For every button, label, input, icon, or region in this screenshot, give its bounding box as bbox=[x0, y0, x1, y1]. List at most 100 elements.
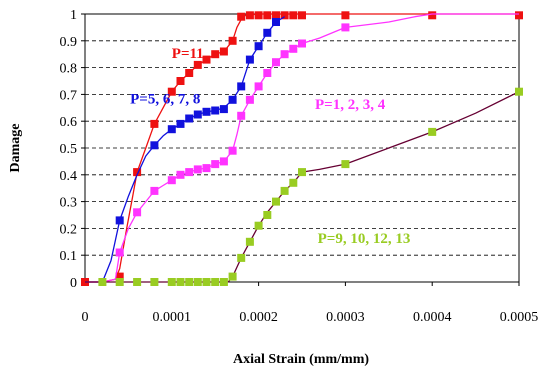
series-2 bbox=[85, 16, 285, 283]
data-point bbox=[280, 50, 289, 59]
y-tick-label: 0.2 bbox=[60, 222, 78, 237]
data-point bbox=[245, 95, 254, 104]
y-tick-label: 0.6 bbox=[60, 115, 78, 130]
x-tick-label: 0.0005 bbox=[500, 310, 539, 325]
axes bbox=[81, 13, 520, 286]
x-tick-label: 0.0004 bbox=[413, 310, 452, 325]
data-point bbox=[228, 36, 237, 45]
data-point bbox=[237, 82, 246, 91]
data-point bbox=[150, 141, 159, 150]
data-point bbox=[150, 278, 159, 286]
y-tick-label: 0 bbox=[70, 276, 77, 291]
data-point bbox=[298, 168, 306, 177]
data-point bbox=[176, 170, 185, 179]
data-point bbox=[211, 50, 220, 59]
data-point bbox=[193, 278, 202, 286]
x-tick-label: 0.0002 bbox=[239, 310, 278, 325]
data-point bbox=[115, 248, 124, 257]
series bbox=[81, 11, 523, 286]
series-1 bbox=[81, 11, 523, 286]
data-point bbox=[515, 87, 523, 96]
data-point bbox=[193, 110, 202, 119]
data-point bbox=[341, 23, 350, 32]
data-point bbox=[289, 44, 298, 53]
data-point bbox=[115, 278, 124, 286]
data-point bbox=[254, 82, 263, 91]
data-point bbox=[237, 111, 246, 120]
data-point bbox=[280, 11, 289, 20]
series-annotation: P=1, 2, 3, 4 bbox=[315, 97, 386, 113]
data-point bbox=[219, 47, 228, 56]
data-point bbox=[133, 278, 142, 286]
data-point bbox=[167, 125, 176, 134]
series-annotation: P=5, 6, 7, 8 bbox=[130, 91, 200, 107]
data-point bbox=[263, 69, 272, 77]
x-tick-label: 0 bbox=[82, 310, 89, 325]
data-point bbox=[115, 272, 124, 281]
data-point bbox=[272, 18, 280, 26]
series-3 bbox=[85, 13, 519, 283]
data-point bbox=[211, 160, 220, 169]
series-line bbox=[85, 91, 520, 283]
x-axis-title: Axial Strain (mm/mm) bbox=[233, 352, 369, 367]
data-point bbox=[237, 12, 246, 21]
y-axis-title: Damage bbox=[8, 124, 23, 173]
data-point bbox=[341, 11, 350, 20]
y-tick-label: 0.5 bbox=[60, 142, 78, 157]
data-point bbox=[254, 42, 263, 51]
data-point bbox=[219, 157, 228, 166]
data-point bbox=[176, 119, 185, 128]
data-point bbox=[176, 77, 185, 85]
data-point bbox=[254, 11, 263, 20]
data-point bbox=[185, 168, 194, 177]
data-point bbox=[515, 11, 523, 20]
data-point bbox=[428, 127, 437, 136]
data-point bbox=[150, 186, 159, 195]
data-point bbox=[298, 11, 306, 20]
data-point bbox=[245, 55, 254, 64]
data-point bbox=[272, 58, 280, 67]
data-point bbox=[167, 176, 176, 185]
data-point bbox=[428, 11, 437, 20]
tick-labels: 0 0.1 0.2 0.3 0.4 0.5 0.6 0.7 0.8 0.9 1 0 0.0001 0.00… bbox=[60, 8, 539, 325]
y-tick-label: 0.7 bbox=[60, 88, 78, 103]
x-tick-label: 0.0003 bbox=[326, 310, 365, 325]
data-point bbox=[280, 186, 289, 195]
y-tick-label: 0.1 bbox=[60, 249, 78, 264]
data-point bbox=[228, 146, 237, 155]
data-point bbox=[202, 278, 211, 286]
data-point bbox=[98, 278, 107, 286]
data-point bbox=[202, 164, 211, 173]
data-point bbox=[211, 278, 220, 286]
data-point bbox=[289, 11, 298, 20]
data-point bbox=[245, 237, 254, 246]
data-point bbox=[219, 105, 228, 114]
data-point bbox=[202, 55, 211, 64]
x-tick-label: 0.0001 bbox=[153, 310, 192, 325]
data-point bbox=[115, 216, 124, 225]
y-tick-label: 0.4 bbox=[60, 169, 78, 184]
data-point bbox=[254, 221, 263, 230]
y-tick-label: 0.8 bbox=[60, 62, 78, 77]
data-point bbox=[219, 278, 228, 286]
annotations: P=11 P=5, 6, 7, 8 P=1, 2, 3, 4 P=9, 10, 12,… bbox=[130, 46, 410, 247]
data-point bbox=[263, 11, 272, 20]
data-point bbox=[298, 39, 306, 48]
data-point bbox=[245, 11, 254, 20]
data-point bbox=[185, 278, 194, 286]
data-point bbox=[202, 107, 211, 116]
gridlines bbox=[85, 40, 519, 256]
data-point bbox=[289, 178, 298, 187]
data-point bbox=[211, 106, 220, 115]
data-point bbox=[133, 168, 142, 177]
data-point bbox=[193, 60, 202, 69]
data-point bbox=[193, 165, 202, 174]
y-tick-label: 1 bbox=[70, 8, 77, 23]
data-point bbox=[150, 119, 159, 128]
data-point bbox=[176, 278, 185, 286]
y-tick-label: 0.3 bbox=[60, 196, 78, 211]
data-point bbox=[228, 272, 237, 281]
data-point bbox=[133, 208, 142, 217]
data-point bbox=[272, 197, 280, 206]
